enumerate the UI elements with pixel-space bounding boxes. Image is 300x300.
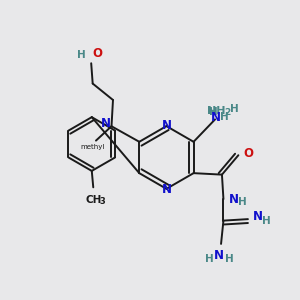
Text: N: N <box>253 210 263 223</box>
Text: N: N <box>100 117 111 130</box>
Text: 2: 2 <box>224 108 231 117</box>
Text: N: N <box>214 249 224 262</box>
Text: methyl: methyl <box>81 144 105 150</box>
Text: N: N <box>229 193 239 206</box>
Text: H: H <box>209 107 218 117</box>
Text: H: H <box>205 254 214 264</box>
Text: O: O <box>244 147 254 160</box>
Text: N: N <box>211 110 221 124</box>
Text: N: N <box>162 183 172 196</box>
Text: H: H <box>77 50 86 60</box>
Text: H: H <box>220 112 229 122</box>
Text: CH: CH <box>85 195 101 205</box>
Text: H: H <box>238 196 247 206</box>
Text: O: O <box>93 47 103 60</box>
Text: 3: 3 <box>100 197 106 206</box>
Text: N: N <box>162 119 172 132</box>
Text: H: H <box>225 254 234 264</box>
Text: NH: NH <box>207 106 226 116</box>
Text: H: H <box>262 216 271 226</box>
Text: H: H <box>230 104 239 114</box>
